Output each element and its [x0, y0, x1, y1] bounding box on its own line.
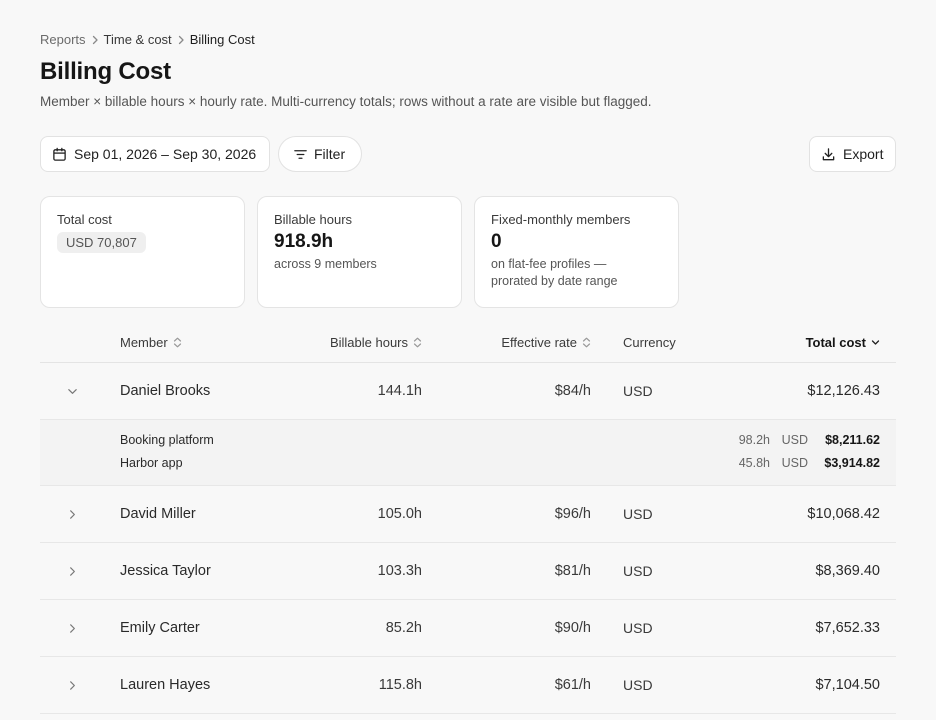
download-icon — [822, 147, 835, 160]
date-range-picker[interactable]: Sep 01, 2026 – Sep 30, 2026 — [40, 136, 270, 172]
project-line: Harbor app 45.8h USD $3,914.82 — [40, 456, 896, 474]
project-hours: 98.2h — [738, 433, 770, 447]
chevron-right-icon[interactable] — [64, 677, 80, 693]
column-header-member-label: Member — [120, 335, 168, 350]
chevron-right-icon[interactable] — [64, 620, 80, 636]
column-header-hours[interactable]: Billable hours — [330, 335, 422, 350]
effective-rate: $81/h — [554, 563, 591, 579]
breadcrumb: Reports Time & cost Billing Cost — [40, 32, 255, 47]
currency: USD — [623, 383, 653, 399]
breadcrumb-billing-cost: Billing Cost — [189, 32, 255, 47]
chevron-down-icon[interactable] — [64, 383, 80, 399]
total-cost-chip: USD 70,807 — [57, 232, 146, 253]
currency: USD — [623, 506, 653, 522]
fixed-monthly-note-line2: prorated by date range — [491, 274, 618, 288]
member-name: Jessica Taylor — [120, 563, 211, 579]
sort-desc-icon — [871, 340, 880, 345]
filter-button[interactable]: Filter — [278, 136, 362, 172]
member-name: Emily Carter — [120, 620, 200, 636]
total-cost-label: Total cost — [57, 212, 112, 227]
total-cost: $7,652.33 — [815, 620, 880, 636]
export-button[interactable]: Export — [809, 136, 896, 172]
total-cost: $7,104.50 — [815, 677, 880, 693]
billing-table: Member Billable hours Effective rate Cur… — [40, 324, 896, 714]
table-row[interactable]: Jessica Taylor 103.3h $81/h USD $8,369.4… — [40, 543, 896, 600]
project-hours: 45.8h — [738, 456, 770, 470]
fixed-monthly-card: Fixed-monthly members 0 on flat-fee prof… — [474, 196, 679, 308]
effective-rate: $90/h — [554, 620, 591, 636]
project-currency: USD — [781, 433, 808, 447]
billable-hours: 144.1h — [377, 383, 422, 399]
column-header-hours-label: Billable hours — [329, 335, 408, 350]
billable-hours: 105.0h — [377, 506, 422, 522]
toolbar: Sep 01, 2026 – Sep 30, 2026 Filter Expor… — [40, 136, 896, 172]
billable-hours: 115.8h — [378, 677, 422, 693]
column-header-rate[interactable]: Effective rate — [501, 335, 591, 350]
fixed-monthly-note: on flat-fee profiles — prorated by date … — [491, 256, 662, 290]
member-name: Daniel Brooks — [120, 383, 211, 399]
sort-icon — [413, 337, 422, 348]
project-line: Booking platform 98.2h USD $8,211.62 — [40, 433, 896, 451]
table-row[interactable]: Daniel Brooks 144.1h $84/h USD $12,126.4… — [40, 363, 896, 420]
sort-icon — [582, 337, 591, 348]
date-range-label: Sep 01, 2026 – Sep 30, 2026 — [74, 146, 257, 162]
column-header-currency-label: Currency — [623, 335, 676, 350]
page-title: Billing Cost — [40, 58, 171, 85]
project-breakdown: Booking platform 98.2h USD $8,211.62 Har… — [40, 420, 896, 486]
filter-label: Filter — [314, 146, 346, 162]
billable-hours-note: across 9 members — [274, 257, 377, 271]
effective-rate: $84/h — [554, 383, 591, 399]
fixed-monthly-value: 0 — [491, 231, 502, 252]
page-subtitle: Member × billable hours × hourly rate. M… — [40, 94, 652, 109]
total-cost: $8,369.40 — [815, 563, 880, 579]
total-cost: $10,068.42 — [807, 506, 880, 522]
breadcrumb-reports[interactable]: Reports — [40, 32, 86, 47]
project-currency: USD — [781, 456, 808, 470]
table-header: Member Billable hours Effective rate Cur… — [40, 324, 896, 363]
column-header-currency: Currency — [623, 335, 676, 350]
fixed-monthly-label: Fixed-monthly members — [491, 212, 631, 227]
billable-hours-label: Billable hours — [274, 212, 353, 227]
member-name: David Miller — [120, 506, 196, 522]
column-header-total-label: Total cost — [805, 335, 866, 350]
export-label: Export — [843, 146, 884, 162]
currency: USD — [623, 677, 653, 693]
billable-hours: 85.2h — [385, 620, 422, 636]
filter-icon — [294, 149, 307, 159]
column-header-member[interactable]: Member — [120, 335, 182, 350]
fixed-monthly-note-line1: on flat-fee profiles — — [491, 257, 607, 271]
column-header-rate-label: Effective rate — [501, 335, 577, 350]
billable-hours-card: Billable hours 918.9h across 9 members — [257, 196, 462, 308]
project-name: Harbor app — [120, 456, 183, 470]
column-header-total[interactable]: Total cost — [806, 335, 880, 350]
effective-rate: $96/h — [554, 506, 591, 522]
sort-icon — [173, 337, 181, 348]
table-row[interactable]: David Miller 105.0h $96/h USD $10,068.42 — [40, 486, 896, 543]
effective-rate: $61/h — [554, 677, 591, 693]
project-total: $3,914.82 — [824, 456, 880, 470]
billable-hours-value: 918.9h — [274, 231, 334, 252]
billable-hours: 103.3h — [377, 563, 422, 579]
member-name: Lauren Hayes — [120, 677, 211, 693]
chevron-right-icon — [172, 35, 190, 45]
calendar-icon — [53, 147, 66, 161]
total-cost: $12,126.43 — [807, 383, 880, 399]
chevron-right-icon[interactable] — [64, 506, 80, 522]
currency: USD — [623, 620, 653, 636]
table-row[interactable]: Emily Carter 85.2h $90/h USD $7,652.33 — [40, 600, 896, 657]
total-cost-card: Total cost USD 70,807 — [40, 196, 245, 308]
project-total: $8,211.62 — [825, 433, 880, 447]
chevron-right-icon[interactable] — [64, 563, 80, 579]
table-row[interactable]: Lauren Hayes 115.8h $61/h USD $7,104.50 — [40, 657, 896, 714]
breadcrumb-time-cost[interactable]: Time & cost — [103, 32, 172, 47]
project-name: Booking platform — [120, 433, 214, 447]
currency: USD — [623, 563, 653, 579]
chevron-right-icon — [86, 35, 104, 45]
